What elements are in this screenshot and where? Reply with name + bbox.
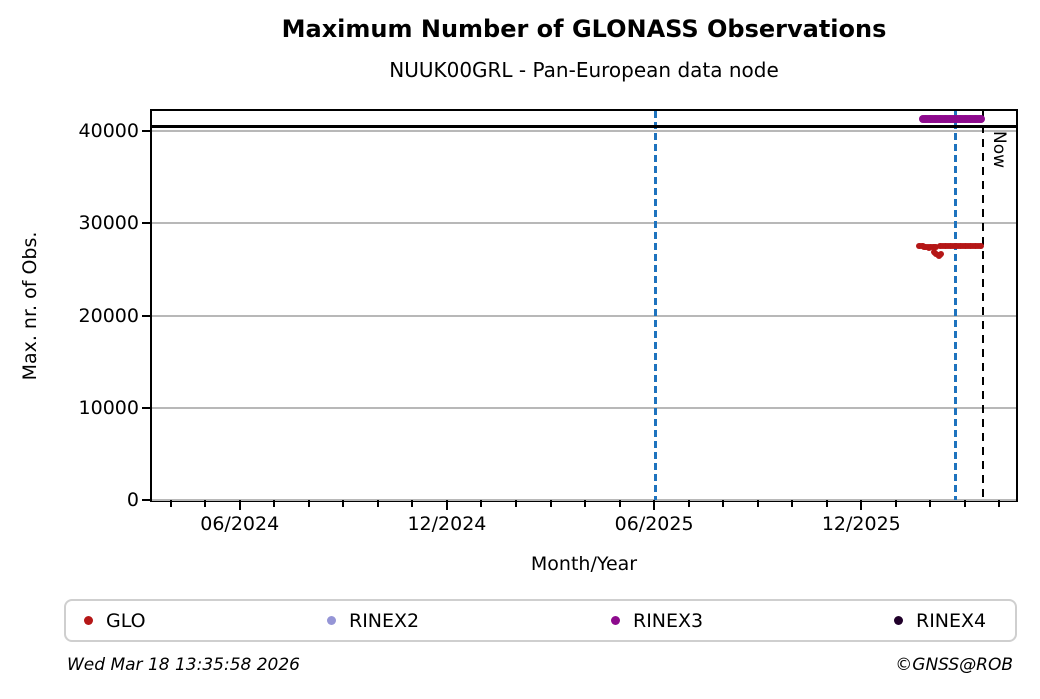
x-tick-minor xyxy=(722,500,725,507)
x-tick-minor xyxy=(963,500,966,507)
x-tick-minor xyxy=(376,500,379,507)
y-tick xyxy=(142,314,150,317)
legend-item-rinex4: RINEX4 xyxy=(876,610,1015,632)
x-tick-minor xyxy=(791,500,794,507)
y-tick xyxy=(142,406,150,409)
gridline xyxy=(152,406,1016,409)
y-tick xyxy=(142,222,150,225)
x-tick-minor xyxy=(618,500,621,507)
x-tick-minor xyxy=(204,500,207,507)
x-tick-major xyxy=(238,500,241,510)
now-line xyxy=(981,111,984,500)
y-tick xyxy=(142,130,150,133)
dot-icon xyxy=(611,616,620,625)
timestamp-text: Wed Mar 18 13:35:58 2026 xyxy=(67,655,300,675)
x-tick-minor xyxy=(584,500,587,507)
chart-subtitle: NUUK00GRL - Pan-European data node xyxy=(389,58,779,82)
legend-item-rinex2: RINEX2 xyxy=(309,610,593,632)
credit-text: ©GNSS@ROB xyxy=(895,655,1013,675)
dot-icon xyxy=(84,616,93,625)
x-tick-minor xyxy=(514,500,517,507)
gridline xyxy=(152,130,1016,133)
x-tick-label: 12/2024 xyxy=(407,513,487,535)
legend-item-glo: GLO xyxy=(66,610,309,632)
plot-area: 0 10000 20000 30000 40000 06/2024 12/2024 06/20… xyxy=(79,109,1018,535)
y-tick-label: 30000 xyxy=(78,212,139,235)
y-tick-label: 10000 xyxy=(78,396,139,419)
data-point-glo xyxy=(938,250,945,257)
x-tick-major xyxy=(653,500,656,510)
x-tick-minor xyxy=(549,500,552,507)
reference-line xyxy=(152,125,1016,129)
x-tick-minor xyxy=(687,500,690,507)
x-tick-minor xyxy=(998,500,1001,507)
data-point-rinex3 xyxy=(977,115,986,124)
data-point-glo xyxy=(978,242,985,249)
y-axis-label: Max. nr. of Obs. xyxy=(19,231,41,381)
y-tick-label: 20000 xyxy=(78,304,139,327)
dot-icon xyxy=(894,616,903,625)
legend-label: RINEX2 xyxy=(349,609,420,632)
y-tick-label: 40000 xyxy=(78,120,139,143)
x-tick-label: 12/2025 xyxy=(821,513,901,535)
legend: GLO RINEX2 RINEX3 RINEX4 xyxy=(64,599,1017,642)
x-tick-minor xyxy=(342,500,345,507)
x-tick-minor xyxy=(894,500,897,507)
x-tick-major xyxy=(445,500,448,510)
legend-label: GLO xyxy=(106,609,146,632)
now-label: Now xyxy=(988,131,1009,169)
event-vline xyxy=(953,111,957,500)
x-tick-minor xyxy=(307,500,310,507)
x-tick-minor xyxy=(825,500,828,507)
x-tick-major xyxy=(860,500,863,510)
legend-label: RINEX3 xyxy=(633,609,704,632)
legend-label: RINEX4 xyxy=(916,609,987,632)
x-tick-label: 06/2024 xyxy=(200,513,280,535)
chart-title: Maximum Number of GLONASS Observations xyxy=(281,15,887,43)
dot-icon xyxy=(327,616,336,625)
y-tick xyxy=(142,499,150,501)
x-tick-minor xyxy=(480,500,483,507)
gridline xyxy=(152,222,1016,225)
gridline xyxy=(152,499,1016,501)
x-tick-minor xyxy=(169,500,172,507)
x-tick-minor xyxy=(273,500,276,507)
x-tick-minor xyxy=(411,500,414,507)
event-vline xyxy=(654,111,658,500)
y-tick-label: 0 xyxy=(126,489,139,511)
x-tick-minor xyxy=(929,500,932,507)
x-tick-label: 06/2025 xyxy=(614,513,694,535)
data-point-glo xyxy=(933,244,940,251)
x-tick-minor xyxy=(756,500,759,507)
gridline xyxy=(152,314,1016,317)
x-axis-label: Month/Year xyxy=(530,553,638,575)
legend-item-rinex3: RINEX3 xyxy=(593,610,876,632)
